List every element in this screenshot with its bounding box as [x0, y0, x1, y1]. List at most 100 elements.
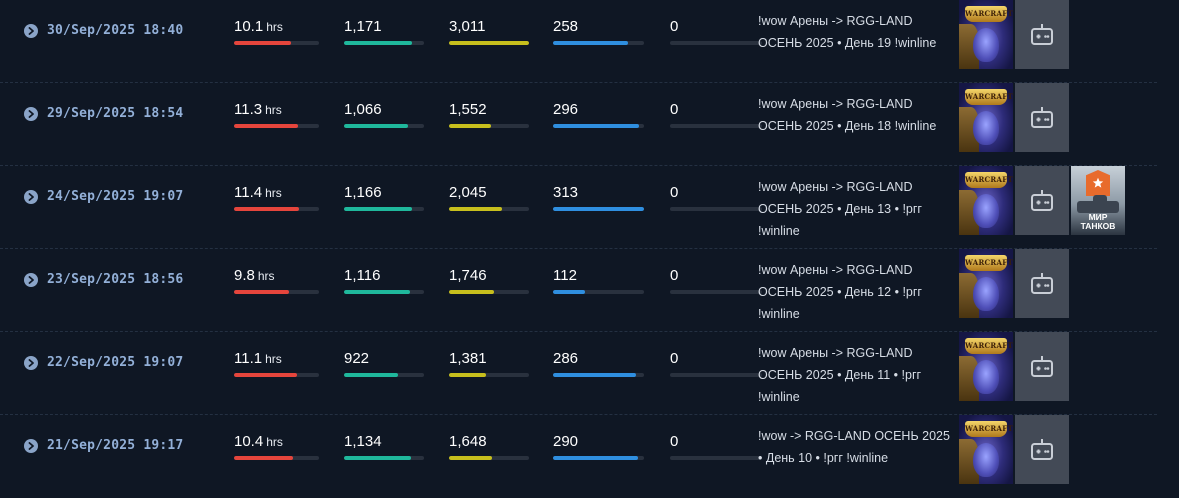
hours-value: 10.4 — [234, 433, 264, 450]
game-world-of-warcraft[interactable]: WARCRAFT — [959, 166, 1013, 235]
peak-viewers: 2,045 — [449, 184, 529, 211]
wow-logo: WARCRAFT — [965, 338, 1013, 354]
average-viewers-bar — [344, 124, 424, 128]
hours-unit: hrs — [265, 352, 282, 366]
stream-date[interactable]: 22/Sep/2025 19:07 — [47, 355, 184, 370]
games-played: WARCRAFT — [959, 0, 1069, 69]
peak-viewers-bar — [449, 41, 529, 45]
gamepad-icon — [1031, 355, 1053, 377]
hours-bar — [234, 456, 319, 460]
peak-viewers-value: 1,648 — [449, 433, 487, 450]
average-viewers-bar-fill — [344, 373, 399, 377]
subscribers-bar — [670, 207, 762, 211]
wow-logo: WARCRAFT — [965, 255, 1013, 271]
followers-bar — [553, 290, 644, 294]
average-viewers-bar — [344, 456, 424, 460]
hours-streamed: 10.4 hrs — [234, 433, 319, 460]
average-viewers-bar-fill — [344, 124, 408, 128]
subscribers-bar — [670, 456, 762, 460]
hours-unit: hrs — [257, 269, 275, 283]
game-unknown[interactable] — [1015, 332, 1069, 401]
subscribers-value: 0 — [670, 350, 679, 367]
game-world-of-warcraft[interactable]: WARCRAFT — [959, 0, 1013, 69]
subscribers-bar — [670, 41, 762, 45]
game-world-of-warcraft[interactable]: WARCRAFT — [959, 83, 1013, 152]
expand-row-icon[interactable] — [24, 24, 38, 38]
game-unknown[interactable] — [1015, 249, 1069, 318]
stream-date[interactable]: 23/Sep/2025 18:56 — [47, 272, 184, 287]
followers-bar-fill — [553, 290, 585, 294]
subscribers-value: 0 — [670, 184, 679, 201]
stream-date[interactable]: 24/Sep/2025 19:07 — [47, 189, 184, 204]
gamepad-icon — [1031, 106, 1053, 128]
peak-viewers: 1,381 — [449, 350, 529, 377]
game-world-of-warcraft[interactable]: WARCRAFT — [959, 332, 1013, 401]
peak-viewers-bar-fill — [449, 373, 486, 377]
hours-unit: hrs — [266, 435, 283, 449]
hours-value: 10.1 — [234, 18, 264, 35]
game-world-of-warcraft[interactable]: WARCRAFT — [959, 249, 1013, 318]
peak-viewers: 1,648 — [449, 433, 529, 460]
subscribers-value: 0 — [670, 101, 679, 118]
game-world-of-warcraft[interactable]: WARCRAFT — [959, 415, 1013, 484]
stream-row[interactable]: 24/Sep/2025 19:07 11.4 hrs 1,166 2,045 31… — [0, 166, 1157, 249]
followers-bar — [553, 456, 644, 460]
followers-bar-fill — [553, 456, 638, 460]
average-viewers: 1,116 — [344, 267, 424, 294]
average-viewers-bar — [344, 41, 424, 45]
wow-cover-face — [973, 360, 999, 394]
subscribers: 0 — [670, 267, 762, 294]
stream-row[interactable]: 21/Sep/2025 19:17 10.4 hrs 1,134 1,648 29… — [0, 415, 1157, 498]
average-viewers-value: 1,066 — [344, 101, 382, 118]
wow-cover-face — [973, 277, 999, 311]
stream-row[interactable]: 22/Sep/2025 19:07 11.1 hrs 922 1,381 286 … — [0, 332, 1157, 415]
stream-date[interactable]: 21/Sep/2025 19:17 — [47, 438, 184, 453]
expand-row-icon[interactable] — [24, 190, 38, 204]
peak-viewers-value: 1,746 — [449, 267, 487, 284]
game-unknown[interactable] — [1015, 83, 1069, 152]
stream-date[interactable]: 30/Sep/2025 18:40 — [47, 23, 184, 38]
stream-row[interactable]: 29/Sep/2025 18:54 11.3 hrs 1,066 1,552 29… — [0, 83, 1157, 166]
hours-bar — [234, 41, 319, 45]
peak-viewers-bar-fill — [449, 124, 491, 128]
game-mir-tankov[interactable]: МИР ТАНКОВ — [1071, 166, 1125, 235]
game-unknown[interactable] — [1015, 166, 1069, 235]
hours-bar-fill — [234, 124, 298, 128]
average-viewers-bar-fill — [344, 207, 412, 211]
peak-viewers-bar-fill — [449, 207, 502, 211]
expand-row-icon[interactable] — [24, 356, 38, 370]
stream-row[interactable]: 30/Sep/2025 18:40 10.1 hrs 1,171 3,011 25… — [0, 0, 1157, 83]
wow-logo: WARCRAFT — [965, 89, 1013, 105]
peak-viewers-bar — [449, 207, 529, 211]
average-viewers-bar — [344, 290, 424, 294]
expand-row-icon[interactable] — [24, 439, 38, 453]
game-unknown[interactable] — [1015, 415, 1069, 484]
stream-title: !wow Арены -> RGG-LAND ОСЕНЬ 2025 • День… — [758, 263, 922, 321]
expand-row-icon[interactable] — [24, 107, 38, 121]
expand-row-icon[interactable] — [24, 273, 38, 287]
stream-title: !wow Арены -> RGG-LAND ОСЕНЬ 2025 • День… — [758, 97, 937, 133]
stream-row[interactable]: 23/Sep/2025 18:56 9.8 hrs 1,116 1,746 112… — [0, 249, 1157, 332]
followers-bar-fill — [553, 373, 636, 377]
followers-value: 290 — [553, 433, 579, 450]
subscribers: 0 — [670, 433, 762, 460]
subscribers-value: 0 — [670, 18, 679, 35]
wow-cover-face — [973, 443, 999, 477]
games-played: WARCRAFT — [959, 332, 1069, 401]
subscribers-bar — [670, 373, 762, 377]
average-viewers-bar — [344, 373, 424, 377]
peak-viewers-bar — [449, 373, 529, 377]
peak-viewers: 1,746 — [449, 267, 529, 294]
average-viewers-value: 1,116 — [344, 267, 381, 284]
peak-viewers-bar-fill — [449, 41, 529, 45]
hours-bar-fill — [234, 373, 297, 377]
peak-viewers-bar — [449, 456, 529, 460]
hours-streamed: 11.1 hrs — [234, 350, 319, 377]
stream-date[interactable]: 29/Sep/2025 18:54 — [47, 106, 184, 121]
subscribers-value: 0 — [670, 267, 679, 284]
followers-gained: 258 — [553, 18, 644, 45]
average-viewers: 1,134 — [344, 433, 424, 460]
game-unknown[interactable] — [1015, 0, 1069, 69]
followers-bar — [553, 41, 644, 45]
subscribers: 0 — [670, 101, 762, 128]
